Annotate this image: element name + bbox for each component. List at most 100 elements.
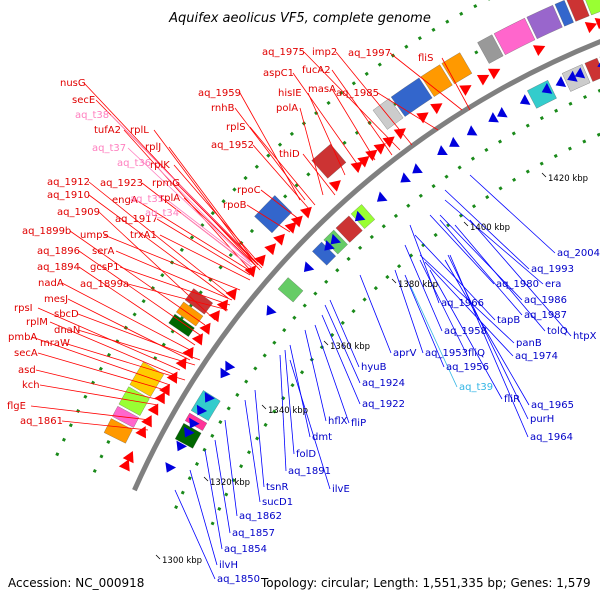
gene-label-forward[interactable]: aq_t34	[145, 208, 179, 219]
gene-label-forward[interactable]: secA	[14, 348, 38, 359]
gene-label-forward[interactable]: flgE	[7, 401, 26, 412]
gene-label-reverse[interactable]: fliQ	[468, 348, 485, 359]
reverse-gene-arrow[interactable]	[184, 426, 195, 438]
forward-gene-arrow[interactable]	[357, 156, 370, 168]
gene-label-reverse[interactable]: hflX	[328, 416, 348, 427]
gene-block[interactable]	[561, 64, 591, 92]
forward-gene-arrow[interactable]	[135, 426, 147, 439]
reverse-gene-arrow[interactable]	[574, 67, 586, 79]
gene-label-reverse[interactable]: aq_t39	[459, 382, 493, 393]
gene-label-forward[interactable]: polA	[276, 103, 298, 114]
gene-label-forward[interactable]: thiD	[279, 149, 300, 160]
gene-label-forward[interactable]: imp2	[312, 47, 337, 58]
reverse-gene-arrow[interactable]	[196, 404, 208, 416]
forward-gene-arrow[interactable]	[216, 299, 229, 312]
gene-label-reverse[interactable]: htpX	[573, 331, 597, 342]
gene-label-reverse[interactable]: ilvH	[219, 560, 238, 571]
gene-label-reverse[interactable]: era	[545, 279, 561, 290]
forward-gene-arrow[interactable]	[487, 68, 501, 80]
gene-label-reverse[interactable]: aq_1857	[232, 528, 275, 539]
gene-label-reverse[interactable]: tolQ	[547, 326, 568, 337]
gene-label-forward[interactable]: gcsP1	[90, 262, 119, 273]
gene-label-forward[interactable]: pmbA	[8, 332, 37, 343]
gene-label-forward[interactable]: aq_1899a	[80, 279, 129, 290]
gene-label-forward[interactable]: rplA	[160, 193, 180, 204]
gene-label-forward[interactable]: tufA2	[94, 125, 121, 136]
gene-label-forward[interactable]: aspC1	[263, 68, 294, 79]
gene-label-reverse[interactable]: aq_1986	[524, 295, 567, 306]
gene-label-reverse[interactable]: aq_1854	[224, 544, 267, 555]
gene-block[interactable]	[254, 195, 293, 234]
reverse-gene-arrow[interactable]	[376, 191, 388, 202]
gene-label-reverse[interactable]: folD	[296, 449, 316, 460]
gene-block[interactable]	[493, 17, 536, 55]
gene-label-forward[interactable]: aq_1861	[20, 416, 63, 427]
forward-gene-arrow[interactable]	[393, 128, 406, 140]
gene-block[interactable]	[477, 34, 504, 64]
forward-gene-arrow[interactable]	[350, 161, 363, 174]
gene-block[interactable]	[584, 57, 600, 82]
gene-label-forward[interactable]: rnhB	[211, 103, 235, 114]
reverse-gene-arrow[interactable]	[176, 440, 188, 452]
gene-label-forward[interactable]: aq_1910	[47, 190, 90, 201]
gene-label-reverse[interactable]: panB	[516, 338, 542, 349]
gene-label-forward[interactable]: aq_t35	[130, 194, 164, 205]
forward-gene-arrow[interactable]	[382, 136, 395, 148]
gene-label-reverse[interactable]: ilvE	[332, 484, 350, 495]
gene-label-forward[interactable]: umpS	[80, 230, 109, 241]
reverse-gene-arrow[interactable]	[165, 462, 177, 473]
forward-gene-arrow[interactable]	[373, 143, 386, 155]
gene-label-reverse[interactable]: aq_1980	[496, 279, 539, 290]
gene-block[interactable]	[420, 64, 453, 97]
forward-gene-arrow[interactable]	[264, 243, 276, 256]
reverse-gene-arrow[interactable]	[466, 125, 478, 136]
gene-label-reverse[interactable]: aq_1958	[444, 326, 487, 337]
gene-label-forward[interactable]: aq_t36	[117, 158, 151, 169]
gene-label-forward[interactable]: mesJ	[44, 294, 68, 305]
gene-label-forward[interactable]: rpoC	[237, 185, 261, 196]
forward-gene-arrow[interactable]	[584, 22, 598, 34]
reverse-gene-arrow[interactable]	[412, 163, 423, 174]
gene-label-forward[interactable]: aq_1923	[100, 178, 143, 189]
reverse-gene-arrow[interactable]	[266, 304, 277, 316]
forward-gene-arrow[interactable]	[299, 206, 312, 219]
forward-gene-arrow[interactable]	[416, 112, 429, 124]
reverse-gene-arrow[interactable]	[400, 172, 411, 183]
reverse-gene-arrow[interactable]	[449, 136, 460, 147]
gene-label-forward[interactable]: aq_1997	[348, 48, 391, 59]
gene-label-forward[interactable]: engA	[112, 195, 138, 206]
forward-gene-arrow[interactable]	[328, 180, 341, 192]
gene-block[interactable]	[554, 0, 574, 27]
gene-label-forward[interactable]: fliS	[418, 53, 433, 64]
gene-label-forward[interactable]: aq_1985	[336, 88, 379, 99]
gene-label-forward[interactable]: nusG	[60, 78, 86, 89]
forward-gene-arrow[interactable]	[182, 346, 194, 360]
forward-gene-arrow[interactable]	[199, 322, 211, 335]
gene-label-reverse[interactable]: aq_2004	[557, 248, 600, 259]
gene-label-forward[interactable]: aq_1909	[57, 207, 100, 218]
gene-label-reverse[interactable]: aq_1891	[288, 466, 331, 477]
gene-label-forward[interactable]: rpsI	[14, 303, 33, 314]
gene-label-forward[interactable]: aq_1899b	[22, 226, 71, 237]
forward-gene-arrow[interactable]	[141, 415, 152, 428]
gene-block[interactable]	[350, 204, 376, 229]
gene-label-forward[interactable]: asd	[18, 365, 36, 376]
gene-labels[interactable]: aq_1975 imp2 aq_1997 fucA2 fliS aspC1 masA hisI…	[7, 47, 600, 585]
gene-block[interactable]	[168, 313, 195, 337]
reverse-gene-arrow[interactable]	[324, 240, 335, 251]
gene-label-reverse[interactable]: purH	[530, 414, 554, 425]
gene-label-forward[interactable]: aq_1917	[115, 214, 158, 225]
gene-label-reverse[interactable]: aq_1966	[441, 298, 484, 309]
gene-label-reverse[interactable]: tsnR	[266, 482, 288, 493]
forward-gene-arrow[interactable]	[476, 74, 490, 86]
gene-label-forward[interactable]: dnaN	[54, 325, 80, 336]
gene-label-reverse[interactable]: aq_1956	[446, 362, 489, 373]
gene-label-forward[interactable]: masA	[308, 84, 336, 95]
forward-gene-arrow[interactable]	[122, 451, 134, 464]
gene-label-reverse[interactable]: aq_1993	[531, 264, 574, 275]
gene-label-reverse[interactable]: tapB	[497, 315, 520, 326]
gene-block[interactable]	[311, 143, 347, 179]
gene-label-forward[interactable]: aq_1959	[198, 88, 241, 99]
reverse-gene-arrow[interactable]	[220, 367, 231, 379]
forward-gene-arrow[interactable]	[118, 459, 130, 472]
